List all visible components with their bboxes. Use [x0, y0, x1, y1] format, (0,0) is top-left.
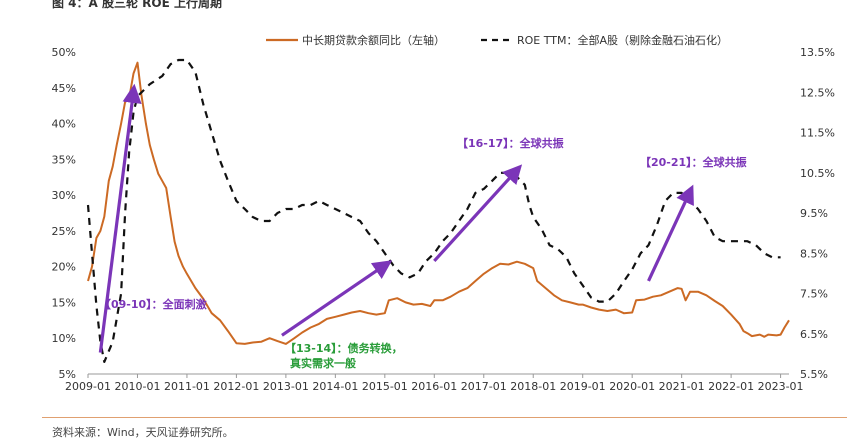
y-right-tick-label: 13.5% — [800, 46, 835, 59]
trend-arrow — [647, 184, 694, 282]
y-left-tick-label: 50% — [52, 46, 76, 59]
annotation-20-21: 【20-21】：全球共振 — [640, 155, 747, 169]
y-left-tick-label: 15% — [52, 296, 76, 309]
y-right-tick-label: 12.5% — [800, 86, 835, 99]
x-tick-label: 2017-01 — [461, 380, 507, 393]
x-tick-label: 2012-01 — [213, 380, 259, 393]
y-right-tick-label: 6.5% — [800, 328, 828, 341]
y-right-tick-label: 10.5% — [800, 167, 835, 180]
x-tick-label: 2019-01 — [560, 380, 606, 393]
x-tick-label: 2023-01 — [758, 380, 804, 393]
trend-arrow — [281, 260, 393, 337]
trend-arrow — [98, 83, 142, 353]
x-tick-label: 2009-01 — [65, 380, 111, 393]
y-right-tick-label: 7.5% — [800, 288, 828, 301]
legend-label-loan: 中长期贷款余额同比（左轴） — [302, 33, 445, 47]
y-left-tick-label: 25% — [52, 225, 76, 238]
legend-label-roe: ROE TTM：全部A股（剔除金融石油石化） — [517, 33, 728, 47]
y-right-tick-label: 11.5% — [800, 127, 835, 140]
annotation-13-14-line2: 真实需求一般 — [290, 356, 356, 370]
y-left-tick-label: 30% — [52, 189, 76, 202]
y-left-tick-label: 10% — [52, 332, 76, 345]
y-left-tick-label: 20% — [52, 261, 76, 274]
x-tick-label: 2010-01 — [114, 380, 160, 393]
source-divider — [42, 417, 847, 418]
x-tick-label: 2022-01 — [708, 380, 754, 393]
roe-loan-chart: 2009-01 2010-01 2011-01 2012-01 2013-01 2014-… — [52, 33, 835, 393]
y-right-tick-label: 5.5% — [800, 368, 828, 381]
x-tick-label: 2016-01 — [411, 380, 457, 393]
x-tick-label: 2014-01 — [312, 380, 358, 393]
trend-arrow — [433, 164, 523, 263]
annotation-16-17: 【16-17】：全球共振 — [457, 136, 564, 150]
loan-growth-line — [87, 61, 790, 345]
x-tick-label: 2013-01 — [263, 380, 309, 393]
annotation-13-14-line1: 【13-14】：债务转换， — [285, 341, 403, 355]
y-left-tick-label: 45% — [52, 82, 76, 95]
x-tick-label: 2018-01 — [510, 380, 556, 393]
x-tick-label: 2015-01 — [362, 380, 408, 393]
x-tick-label: 2020-01 — [609, 380, 655, 393]
roe-ttm-line — [86, 58, 781, 363]
y-left-tick-label: 5% — [59, 368, 76, 381]
x-tick-label: 2011-01 — [164, 380, 210, 393]
figure-title: 图 4：A 股三轮 ROE 上行周期 — [52, 0, 222, 10]
x-tick-label: 2021-01 — [659, 380, 705, 393]
y-right-tick-label: 8.5% — [800, 247, 828, 260]
y-left-tick-label: 40% — [52, 118, 76, 131]
annotation-09-10: 【09-10】：全面刺激 — [100, 297, 207, 311]
y-left-tick-label: 35% — [52, 153, 76, 166]
y-right-tick-label: 9.5% — [800, 207, 828, 220]
source-note: 资料来源：Wind，天风证券研究所。 — [52, 426, 234, 439]
